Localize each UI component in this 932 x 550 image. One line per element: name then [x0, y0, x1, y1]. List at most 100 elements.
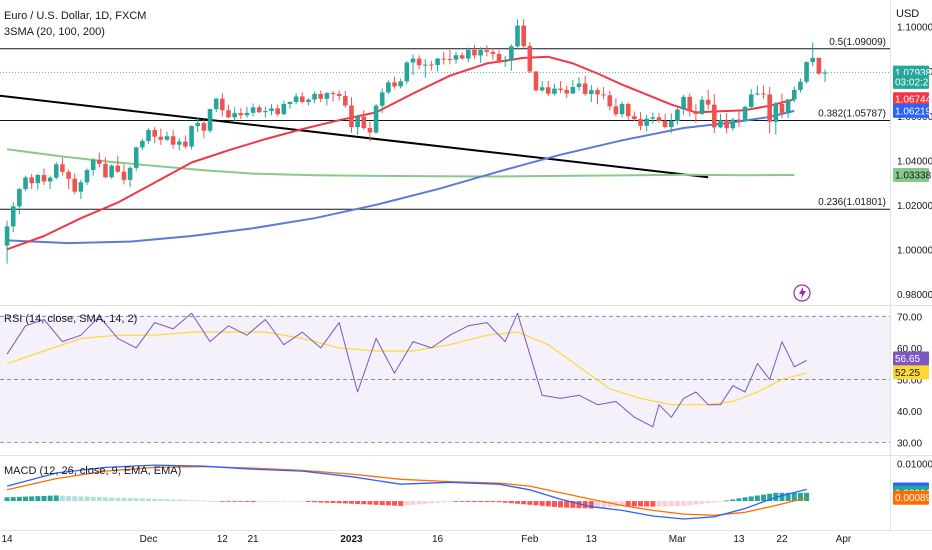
trendline[interactable]	[0, 94, 709, 179]
candle[interactable]	[773, 101, 779, 135]
candle[interactable]	[367, 121, 373, 142]
candle[interactable]	[256, 104, 262, 114]
candle[interactable]	[318, 90, 324, 102]
candle[interactable]	[779, 93, 785, 119]
candle[interactable]	[121, 164, 127, 185]
candle[interactable]	[379, 88, 385, 114]
candle[interactable]	[410, 54, 416, 76]
candle[interactable]	[41, 168, 47, 186]
candle[interactable]	[373, 103, 379, 135]
candle[interactable]	[601, 87, 606, 100]
candle[interactable]	[632, 111, 637, 121]
candle[interactable]	[693, 104, 699, 123]
candle[interactable]	[324, 91, 330, 106]
candle[interactable]	[607, 90, 613, 111]
candle[interactable]	[582, 75, 588, 96]
candle[interactable]	[767, 86, 772, 134]
candle[interactable]	[527, 42, 533, 74]
candle[interactable]	[158, 128, 164, 145]
candle[interactable]	[490, 48, 496, 60]
candle[interactable]	[804, 61, 809, 84]
candle[interactable]	[127, 166, 133, 188]
candle[interactable]	[72, 173, 78, 195]
sma-indicator-label[interactable]: 3SMA (20, 100, 200)	[4, 26, 105, 38]
candle[interactable]	[17, 187, 22, 215]
candle[interactable]	[287, 101, 293, 109]
price-pane[interactable]: 0.5(1.09009) 0.382(1.05787) 0.236(1.01801)	[0, 19, 890, 264]
candle[interactable]	[576, 77, 582, 91]
candle[interactable]	[822, 69, 828, 83]
candle[interactable]	[791, 86, 797, 103]
candle[interactable]	[681, 94, 686, 115]
candle[interactable]	[213, 97, 219, 113]
candle[interactable]	[564, 85, 570, 98]
candle[interactable]	[619, 101, 625, 118]
candle[interactable]	[23, 175, 28, 192]
candle[interactable]	[133, 146, 139, 172]
candle[interactable]	[595, 87, 600, 105]
candle[interactable]	[755, 85, 760, 96]
candle[interactable]	[195, 117, 201, 133]
candle[interactable]	[466, 47, 471, 63]
candle[interactable]	[361, 110, 367, 130]
candle[interactable]	[103, 157, 108, 179]
candle[interactable]	[736, 111, 742, 127]
candle[interactable]	[521, 19, 526, 49]
candle[interactable]	[281, 100, 287, 116]
candle[interactable]	[330, 90, 336, 102]
candle[interactable]	[589, 85, 594, 102]
candle[interactable]	[306, 98, 311, 106]
candle[interactable]	[416, 55, 422, 70]
candle[interactable]	[355, 114, 360, 135]
candle[interactable]	[299, 92, 305, 104]
candle[interactable]	[699, 95, 705, 115]
candle[interactable]	[263, 106, 268, 118]
candle[interactable]	[10, 202, 16, 233]
candle[interactable]	[115, 155, 121, 173]
candle[interactable]	[687, 93, 693, 117]
candle[interactable]	[453, 51, 459, 64]
candle[interactable]	[60, 157, 65, 176]
candle[interactable]	[509, 44, 514, 71]
candle[interactable]	[435, 57, 440, 72]
candle[interactable]	[164, 131, 170, 141]
candle[interactable]	[656, 112, 662, 123]
price-axis[interactable]: 1.100001.080001.060001.040001.020001.000…	[893, 23, 932, 505]
candle[interactable]	[810, 42, 816, 67]
candle[interactable]	[336, 90, 342, 101]
candle[interactable]	[250, 103, 256, 117]
candle[interactable]	[269, 104, 274, 116]
candle[interactable]	[650, 112, 656, 124]
candle[interactable]	[343, 90, 348, 108]
candle[interactable]	[644, 114, 649, 132]
candle[interactable]	[232, 107, 237, 121]
candle[interactable]	[816, 57, 822, 76]
candle[interactable]	[478, 47, 483, 63]
lightning-icon[interactable]	[793, 284, 811, 302]
candle[interactable]	[662, 113, 668, 129]
candle[interactable]	[748, 89, 754, 110]
candle[interactable]	[441, 51, 447, 65]
candle[interactable]	[552, 83, 557, 96]
candle[interactable]	[398, 78, 403, 89]
candle[interactable]	[558, 81, 563, 94]
candle[interactable]	[140, 138, 145, 151]
candle[interactable]	[515, 19, 520, 48]
candle[interactable]	[459, 52, 465, 60]
candle[interactable]	[66, 169, 71, 190]
candle[interactable]	[312, 91, 317, 104]
candle[interactable]	[386, 80, 391, 94]
candle[interactable]	[183, 135, 188, 149]
candle[interactable]	[226, 104, 231, 119]
candle[interactable]	[533, 71, 539, 92]
candle[interactable]	[668, 113, 674, 133]
candle[interactable]	[675, 107, 680, 125]
candle[interactable]	[176, 138, 182, 151]
candle[interactable]	[90, 158, 96, 176]
candle[interactable]	[109, 164, 114, 179]
candle[interactable]	[742, 105, 748, 122]
candle[interactable]	[613, 98, 619, 117]
candle[interactable]	[730, 117, 736, 131]
candle[interactable]	[152, 127, 157, 143]
macd-indicator-label[interactable]: MACD (12, 26, close, 9, EMA, EMA)	[4, 465, 182, 477]
